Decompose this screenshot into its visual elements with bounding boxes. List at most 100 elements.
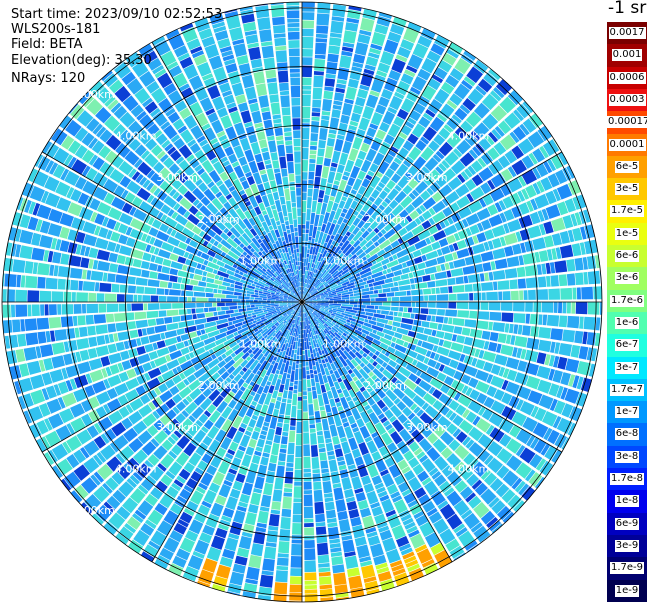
ppi-gate bbox=[99, 283, 111, 292]
colorbar-level: 1e-5 bbox=[607, 223, 647, 246]
ppi-gate bbox=[347, 501, 358, 511]
ppi-gate bbox=[148, 319, 157, 327]
ppi-gate bbox=[314, 374, 319, 382]
ppi-gate bbox=[277, 422, 283, 427]
ppi-gate bbox=[304, 540, 315, 548]
ppi-gate bbox=[292, 540, 302, 544]
ppi-gate bbox=[462, 328, 471, 336]
ppi-gate bbox=[318, 443, 325, 448]
ppi-gate bbox=[332, 436, 340, 445]
ppi-gate bbox=[302, 95, 311, 107]
ppi-gate bbox=[507, 256, 520, 267]
ppi-gate bbox=[312, 469, 320, 473]
ppi-gate bbox=[562, 330, 575, 343]
ppi-gate bbox=[322, 419, 329, 431]
ppi-gate bbox=[431, 288, 435, 294]
ppi-gate bbox=[350, 587, 364, 598]
ppi-gate bbox=[314, 502, 324, 514]
colorbar-level: 1e-7 bbox=[607, 401, 647, 424]
ppi-gate bbox=[519, 290, 523, 300]
ppi-gate bbox=[469, 293, 473, 300]
ppi-gate bbox=[313, 88, 323, 100]
start-time-label: Start time: 2023/09/10 02:52:53 bbox=[11, 7, 222, 22]
ppi-gate bbox=[318, 198, 323, 203]
colorbar-level: 1.7e-7 bbox=[607, 379, 647, 402]
ppi-gate bbox=[294, 337, 296, 341]
ppi-gate bbox=[401, 274, 410, 280]
ppi-gate bbox=[335, 398, 341, 403]
ppi-gate bbox=[296, 188, 301, 196]
ppi-gate bbox=[402, 262, 407, 268]
ppi-gate bbox=[375, 306, 379, 310]
ppi-gate bbox=[312, 391, 317, 399]
ppi-gate bbox=[229, 306, 237, 310]
ppi-gate bbox=[261, 147, 268, 152]
ppi-gate bbox=[283, 424, 289, 432]
ppi-gate bbox=[300, 270, 302, 278]
ppi-gate bbox=[302, 201, 306, 213]
ppi-gate bbox=[325, 146, 334, 159]
ppi-gate bbox=[287, 230, 291, 234]
ppi-gate bbox=[292, 203, 297, 207]
colorbar-level-label: 6e-9 bbox=[615, 518, 640, 530]
ppi-gate bbox=[367, 276, 372, 280]
ppi-gate bbox=[322, 99, 332, 111]
ppi-gate bbox=[289, 593, 302, 601]
ppi-gate bbox=[370, 294, 378, 298]
ppi-gate bbox=[46, 278, 58, 290]
ppi-gate bbox=[74, 375, 88, 388]
ppi-gate bbox=[218, 285, 226, 290]
ppi-gate bbox=[262, 558, 275, 571]
ppi-gate bbox=[382, 270, 387, 275]
ppi-gate bbox=[208, 256, 213, 262]
ppi-gate bbox=[338, 461, 346, 466]
ppi-gate bbox=[316, 423, 322, 431]
ppi-gate bbox=[437, 256, 446, 264]
ppi-gate bbox=[278, 414, 284, 423]
ppi-gate bbox=[484, 273, 489, 282]
ppi-gate bbox=[297, 253, 299, 257]
ppi-gate bbox=[366, 305, 374, 309]
ppi-gate bbox=[519, 215, 533, 229]
ppi-gate bbox=[305, 266, 307, 270]
ppi-gate bbox=[117, 294, 125, 302]
ppi-gate bbox=[37, 263, 50, 276]
ppi-gate bbox=[290, 382, 294, 386]
ppi-gate bbox=[272, 17, 285, 26]
ppi-gate bbox=[330, 547, 341, 552]
ppi-gate bbox=[510, 335, 515, 345]
ppi-gate bbox=[300, 287, 301, 291]
ppi-gate bbox=[504, 233, 518, 245]
ppi-gate bbox=[428, 302, 436, 308]
ppi-gate bbox=[548, 289, 560, 300]
range-ring-label: 4.00km bbox=[115, 130, 157, 143]
ppi-gate bbox=[348, 289, 352, 292]
ppi-gate bbox=[506, 335, 511, 345]
ppi-gate bbox=[415, 314, 427, 321]
ppi-gate bbox=[324, 158, 331, 167]
ppi-gate bbox=[571, 302, 575, 314]
ppi-gate bbox=[274, 478, 283, 490]
ppi-gate bbox=[421, 308, 429, 314]
ppi-gate bbox=[208, 298, 216, 302]
ppi-gate bbox=[358, 117, 370, 130]
ppi-gate bbox=[242, 276, 247, 280]
ppi-gate bbox=[215, 275, 220, 280]
ppi-gate bbox=[276, 136, 284, 141]
ppi-gate bbox=[251, 142, 261, 155]
ppi-gate bbox=[155, 256, 164, 264]
ppi-gate bbox=[291, 544, 302, 556]
ppi-gate bbox=[284, 189, 290, 201]
ppi-gate bbox=[317, 13, 330, 25]
ppi-gate bbox=[63, 354, 73, 366]
ppi-gate bbox=[464, 337, 473, 346]
ppi-gate bbox=[259, 139, 268, 148]
ppi-gate bbox=[275, 128, 283, 137]
ppi-gate bbox=[30, 375, 44, 390]
ppi-gate bbox=[82, 270, 87, 280]
colorbar-level-label: 1e-7 bbox=[615, 406, 640, 418]
ppi-gate bbox=[142, 328, 147, 335]
ppi-gate bbox=[93, 260, 98, 270]
ppi-gate bbox=[374, 290, 378, 294]
ppi-gate bbox=[328, 455, 335, 460]
